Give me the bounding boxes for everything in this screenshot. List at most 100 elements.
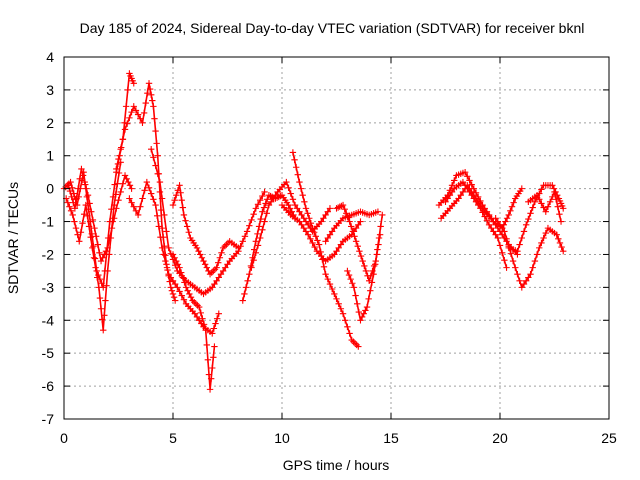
data-point [144, 90, 151, 97]
data-point [250, 210, 257, 218]
data-point [542, 208, 549, 215]
data-point [92, 264, 99, 271]
data-point [71, 218, 78, 225]
data-point [179, 204, 187, 211]
data-point [455, 195, 462, 202]
data-point [81, 178, 88, 186]
data-point [549, 193, 556, 201]
y-tick-label: 2 [46, 115, 54, 131]
data-point [139, 195, 146, 202]
data-point [121, 172, 129, 179]
data-point [171, 280, 179, 288]
data-point [298, 211, 305, 219]
y-tick-label: 3 [46, 82, 54, 98]
data-point [182, 284, 190, 291]
data-point [200, 257, 207, 265]
data-point [312, 233, 319, 240]
series-track-3 [65, 165, 135, 265]
data-point [522, 277, 530, 284]
data-point [85, 223, 93, 230]
y-tick-label: -2 [42, 246, 55, 262]
data-point [556, 210, 563, 218]
data-point [158, 244, 166, 252]
data-point [464, 173, 471, 180]
data-point [483, 217, 491, 224]
data-point [377, 223, 384, 230]
data-point [352, 224, 360, 232]
data-point [254, 230, 261, 238]
data-point [520, 228, 528, 235]
data-point [498, 231, 506, 238]
data-point [134, 211, 142, 219]
data-point [174, 284, 181, 291]
data-point [272, 192, 279, 199]
data-point [512, 264, 519, 271]
data-point [168, 287, 176, 294]
data-point [490, 228, 497, 235]
data-point [158, 195, 166, 202]
data-point [461, 182, 469, 189]
data-point [124, 86, 131, 94]
data-point [337, 305, 345, 312]
data-point [70, 190, 78, 197]
data-point [97, 305, 105, 312]
data-point [322, 238, 329, 245]
data-point [67, 207, 75, 215]
data-point [169, 251, 177, 258]
data-point [108, 224, 116, 232]
data-point [341, 206, 348, 213]
data-point [361, 262, 368, 270]
data-point [368, 279, 376, 286]
data-point [538, 200, 545, 207]
data-point [242, 284, 250, 291]
data-point [555, 235, 562, 243]
data-point [177, 189, 184, 196]
data-point [248, 264, 255, 271]
data-point [106, 234, 113, 242]
y-tick-label: -4 [42, 312, 55, 328]
data-point [446, 192, 454, 199]
data-point [516, 277, 523, 284]
series-line [292, 151, 360, 348]
data-point [213, 315, 221, 322]
data-point [297, 185, 305, 192]
data-point [181, 279, 188, 286]
data-point [494, 234, 502, 242]
data-point [110, 215, 118, 222]
data-point [345, 271, 353, 279]
data-point [187, 294, 195, 301]
data-point [252, 238, 260, 245]
data-point [117, 145, 124, 153]
data-point [481, 213, 488, 220]
x-tick-label: 20 [492, 430, 508, 446]
data-point [556, 239, 564, 247]
data-point [357, 317, 364, 324]
data-point [371, 261, 379, 268]
data-point [156, 178, 164, 186]
data-point [96, 294, 104, 302]
series-line [346, 233, 381, 322]
data-point [466, 177, 473, 184]
data-point [355, 343, 362, 350]
data-point [494, 218, 502, 225]
y-tick-label: -5 [42, 345, 55, 361]
series-track-15 [322, 208, 382, 245]
data-point [89, 244, 96, 252]
data-point [211, 280, 218, 288]
data-point [157, 233, 164, 241]
data-point [178, 292, 185, 299]
data-point [510, 199, 517, 206]
data-point [496, 221, 504, 229]
data-point [324, 275, 331, 283]
data-point [213, 264, 220, 271]
data-point [322, 271, 329, 278]
data-point [536, 196, 543, 203]
data-point [197, 309, 204, 317]
data-point [289, 196, 297, 203]
plot-frame [63, 56, 610, 420]
data-point [355, 221, 362, 229]
data-point [485, 221, 493, 229]
data-point [122, 103, 130, 110]
data-point [448, 188, 456, 196]
